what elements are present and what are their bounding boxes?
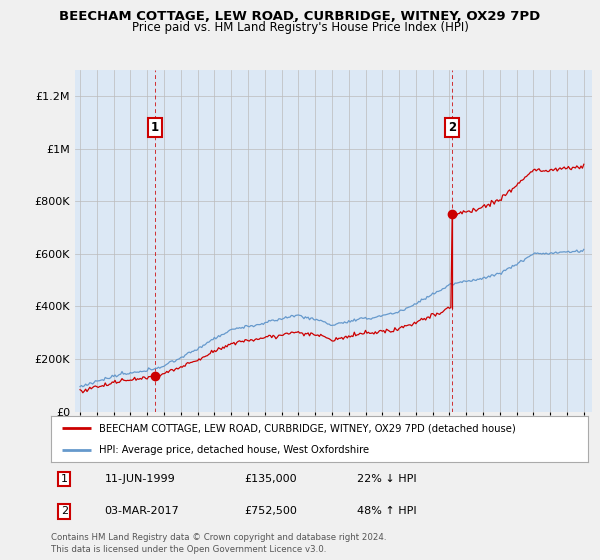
Text: HPI: Average price, detached house, West Oxfordshire: HPI: Average price, detached house, West… — [100, 445, 370, 455]
Text: 48% ↑ HPI: 48% ↑ HPI — [357, 506, 417, 516]
Text: 1: 1 — [151, 122, 158, 134]
Text: £752,500: £752,500 — [244, 506, 297, 516]
Text: 11-JUN-1999: 11-JUN-1999 — [105, 474, 175, 484]
Text: 1: 1 — [61, 474, 68, 484]
Text: 03-MAR-2017: 03-MAR-2017 — [105, 506, 179, 516]
Text: 2: 2 — [448, 122, 457, 134]
Text: £135,000: £135,000 — [244, 474, 297, 484]
Text: Price paid vs. HM Land Registry's House Price Index (HPI): Price paid vs. HM Land Registry's House … — [131, 21, 469, 34]
Text: 2: 2 — [61, 506, 68, 516]
Text: Contains HM Land Registry data © Crown copyright and database right 2024.
This d: Contains HM Land Registry data © Crown c… — [51, 533, 386, 554]
Text: BEECHAM COTTAGE, LEW ROAD, CURBRIDGE, WITNEY, OX29 7PD: BEECHAM COTTAGE, LEW ROAD, CURBRIDGE, WI… — [59, 10, 541, 22]
Text: BEECHAM COTTAGE, LEW ROAD, CURBRIDGE, WITNEY, OX29 7PD (detached house): BEECHAM COTTAGE, LEW ROAD, CURBRIDGE, WI… — [100, 423, 516, 433]
Text: 22% ↓ HPI: 22% ↓ HPI — [357, 474, 417, 484]
